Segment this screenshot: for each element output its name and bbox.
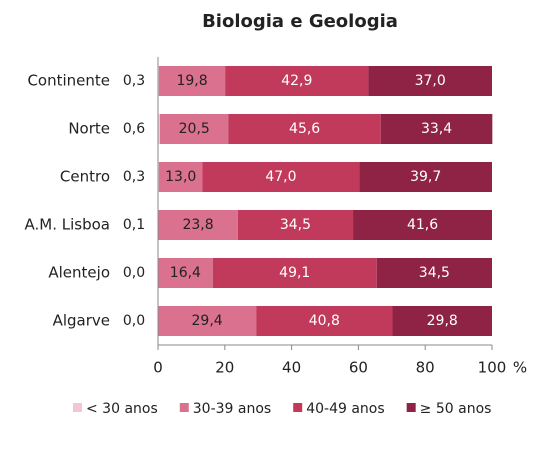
bar-segment [158,306,257,336]
value-label: 39,7 [410,169,441,185]
value-label: 29,8 [427,313,458,329]
bar-segment [159,66,226,96]
value-label: 42,9 [281,73,312,89]
value-label: 0,0 [123,265,145,281]
bar-segment [202,162,360,192]
value-label: 0,0 [123,313,145,329]
chart-title: Biologia e Geologia [202,11,398,32]
bar-segment [158,258,213,288]
legend-label: 40-49 anos [306,401,384,417]
value-label: 45,6 [289,121,320,137]
bar-segment [160,114,229,144]
x-tick-label: 60 [349,359,368,377]
bar-segment [376,258,492,288]
bar-segment [359,162,492,192]
value-label: 23,8 [182,217,213,233]
value-label: 16,4 [170,265,201,281]
x-tick-label: 0 [153,359,163,377]
value-label: 19,8 [176,73,207,89]
y-tick-label: A.M. Lisboa [25,216,110,234]
bar-segment [225,66,369,96]
y-tick-label: Algarve [53,312,110,330]
bar-segment [228,114,381,144]
x-tick-label: 100 [478,359,507,377]
bar-segment [158,210,238,240]
bar-segment [256,306,393,336]
value-label: 47,0 [265,169,296,185]
bar-segment [158,114,161,144]
value-label: 0,3 [123,169,145,185]
legend-swatch [179,403,189,412]
bar-segment [159,162,203,192]
value-label: 0,1 [123,217,145,233]
value-label: 34,5 [419,265,450,281]
legend-swatch [73,403,82,412]
value-label: 41,6 [407,217,438,233]
value-label: 33,4 [421,121,452,137]
value-label: 20,5 [179,121,210,137]
x-tick-label: 20 [215,359,234,377]
x-tick-label: 80 [416,359,435,377]
bar-segment [212,258,377,288]
legend-swatch [406,403,416,412]
bar-segment [380,114,493,144]
value-label: 40,8 [309,313,340,329]
bar-segment [368,66,492,96]
value-label: 37,0 [415,73,446,89]
legend-label: ≥ 50 anos [420,401,492,417]
y-tick-label: Continente [27,72,110,90]
legend-label: 30-39 anos [193,401,271,417]
x-axis-unit: % [513,359,527,377]
y-tick-label: Alentejo [48,264,110,282]
value-label: 29,4 [192,313,223,329]
legend-label: < 30 anos [86,401,158,417]
value-label: 34,5 [280,217,311,233]
bar-segment [353,210,492,240]
y-tick-label: Centro [60,168,110,186]
value-label: 13,0 [165,169,196,185]
bar-segment [158,162,160,192]
legend-swatch [293,403,303,412]
value-label: 0,3 [123,73,145,89]
y-tick-label: Norte [68,120,110,138]
value-label: 49,1 [279,265,310,281]
x-tick-label: 40 [282,359,301,377]
bar-segment [392,306,492,336]
bar-segment [158,66,160,96]
value-label: 0,6 [123,121,145,137]
bar-segment [237,210,354,240]
